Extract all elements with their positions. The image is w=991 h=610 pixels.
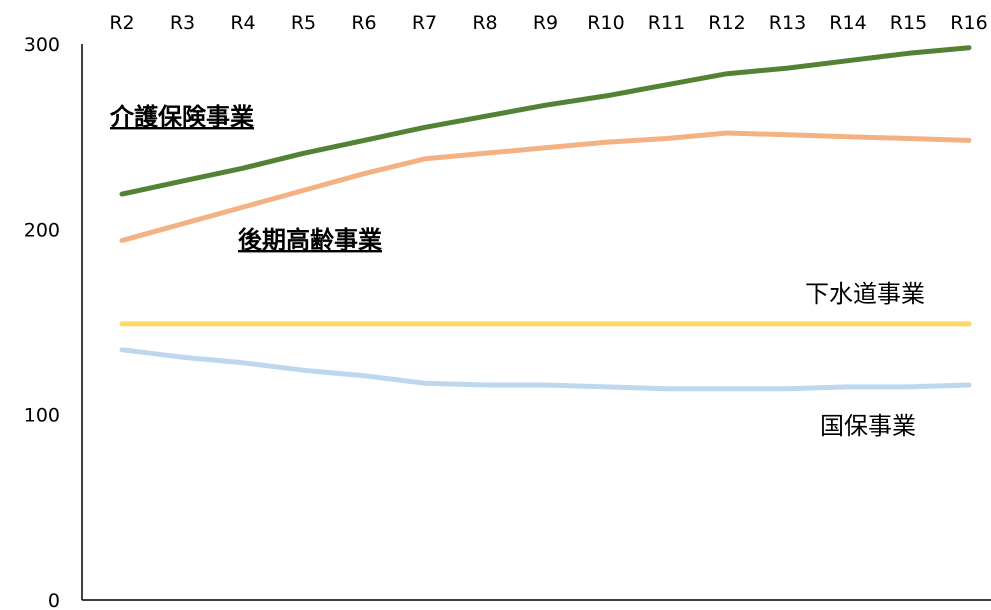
y-tick-label: 200 xyxy=(24,219,60,241)
x-tick-label: R15 xyxy=(890,12,927,34)
x-tick-label: R8 xyxy=(472,12,497,34)
annotation-kaigo: 介護保険事業 xyxy=(109,103,254,131)
x-tick-label: R12 xyxy=(708,12,745,34)
series-line-3 xyxy=(119,347,972,392)
annotation-kokuho: 国保事業 xyxy=(820,412,916,440)
y-tick-labels: 0 100 200 300 xyxy=(24,34,60,610)
x-tick-label: R10 xyxy=(587,12,624,34)
x-tick-label: R2 xyxy=(109,12,134,34)
x-tick-label: R14 xyxy=(829,12,866,34)
x-tick-label: R4 xyxy=(230,12,255,34)
series-line-0 xyxy=(119,45,972,197)
x-tick-label: R6 xyxy=(351,12,376,34)
y-tick-label: 100 xyxy=(24,405,60,427)
y-tick-label: 0 xyxy=(48,590,60,610)
x-tick-label: R13 xyxy=(769,12,806,34)
x-tick-label: R9 xyxy=(533,12,558,34)
x-tick-labels: R2 R3 R4 R5 R6 R7 R8 R9 R10 R11 R12 R13 R14 R15 R16 xyxy=(109,12,987,34)
series-layer xyxy=(119,45,972,392)
y-tick-label: 300 xyxy=(24,34,60,56)
x-tick-label: R5 xyxy=(291,12,316,34)
x-tick-label: R7 xyxy=(412,12,437,34)
x-tick-label: R3 xyxy=(170,12,195,34)
annotation-kouki: 後期高齢事業 xyxy=(238,226,382,254)
x-tick-label: R16 xyxy=(950,12,987,34)
annotation-gesuido: 下水道事業 xyxy=(805,280,925,308)
series-line-1 xyxy=(119,130,972,243)
x-tick-label: R11 xyxy=(648,12,685,34)
